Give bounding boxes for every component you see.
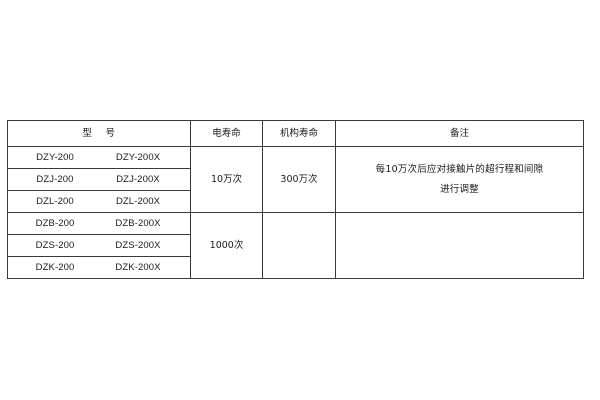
model-code-primary: DZJ-200 (36, 173, 74, 185)
relay-specification-table: 型号 电寿命 机构寿命 备注 DZY-200 DZY-200X 10万次 300… (7, 120, 584, 279)
remark-line-1: 每10万次后应对接触片的超行程和间隙 (375, 163, 544, 175)
model-code-variant: DZL-200X (115, 195, 161, 207)
model-code-primary: DZK-200 (35, 261, 75, 273)
table-row: DZS-200 DZS-200X (7, 234, 584, 257)
cell-remark: 每10万次后应对接触片的超行程和间隙 进行调整 (335, 144, 584, 213)
header-cell-electrical-life: 电寿命 (190, 120, 263, 147)
cell-model: DZL-200 DZL-200X (7, 190, 191, 213)
table-row: DZL-200 DZL-200X (7, 190, 584, 213)
spec-table-container: 型号 电寿命 机构寿命 备注 DZY-200 DZY-200X 10万次 300… (7, 120, 584, 279)
model-pair: DZB-200 DZB-200X (8, 213, 190, 234)
model-code-primary: DZL-200 (36, 195, 74, 207)
cell-mechanical-life (262, 212, 336, 279)
header-cell-remark: 备注 (335, 120, 584, 147)
header-model-label: 型号 (8, 128, 190, 139)
cell-remark (335, 212, 584, 279)
table-row: DZK-200 DZK-200X (7, 256, 584, 279)
model-code-variant: DZK-200X (115, 261, 161, 273)
table-row: DZJ-200 DZJ-200X (7, 168, 584, 191)
model-pair: DZJ-200 DZJ-200X (8, 169, 190, 190)
remark-text-block: 每10万次后应对接触片的超行程和间隙 进行调整 (336, 144, 583, 196)
cell-model: DZY-200 DZY-200X (7, 146, 191, 169)
remark-text-block (447, 225, 473, 245)
cell-electrical-life: 10万次 (190, 146, 263, 213)
header-cell-mechanical-life: 机构寿命 (262, 120, 336, 147)
header-model-label-part2: 号 (105, 127, 116, 139)
table-row: DZY-200 DZY-200X 10万次 300万次 每10万次后应对接触片的… (7, 146, 584, 213)
header-model-label-part1: 型 (82, 127, 93, 139)
model-code-primary: DZS-200 (35, 239, 75, 251)
model-code-variant: DZY-200X (115, 151, 161, 163)
model-code-variant: DZS-200X (115, 239, 161, 251)
cell-model: DZB-200 DZB-200X (7, 212, 191, 235)
cell-model: DZS-200 DZS-200X (7, 234, 191, 257)
cell-model: DZJ-200 DZJ-200X (7, 168, 191, 191)
cell-mechanical-life: 300万次 (262, 146, 336, 213)
model-code-primary: DZB-200 (35, 217, 75, 229)
remark-line-2: 进行调整 (440, 184, 479, 196)
model-pair: DZL-200 DZL-200X (8, 191, 190, 212)
table-header-row: 型号 电寿命 机构寿命 备注 (7, 120, 584, 147)
table-row: DZB-200 DZB-200X 1000次 (7, 212, 584, 279)
model-pair: DZS-200 DZS-200X (8, 235, 190, 256)
header-cell-model: 型号 (7, 120, 191, 147)
model-code-variant: DZB-200X (115, 217, 161, 229)
model-code-variant: DZJ-200X (116, 173, 160, 185)
model-code-primary: DZY-200 (36, 151, 74, 163)
model-pair: DZK-200 DZK-200X (8, 257, 190, 278)
cell-electrical-life: 1000次 (190, 212, 263, 279)
cell-model: DZK-200 DZK-200X (7, 256, 191, 279)
model-pair: DZY-200 DZY-200X (8, 147, 190, 168)
